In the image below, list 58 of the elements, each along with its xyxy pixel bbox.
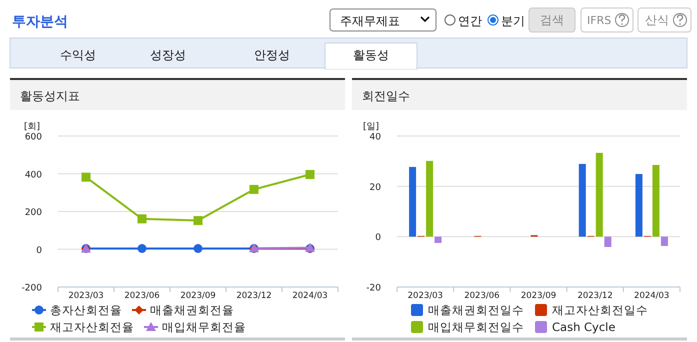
bar	[409, 166, 416, 237]
bar	[652, 164, 660, 237]
text: 연간	[458, 14, 482, 28]
bar	[434, 236, 442, 243]
legend-label: 재고자산회전일수	[552, 303, 648, 317]
text: 산식	[645, 13, 669, 27]
bar	[426, 160, 434, 237]
x-tick-label: 2023/06	[464, 291, 500, 301]
text: 안정성	[254, 48, 290, 62]
text: 주재무제표	[340, 14, 400, 28]
y-axis-title: [일]	[363, 122, 380, 132]
x-tick-label: 2023/09	[180, 291, 216, 301]
text: 분기	[501, 14, 525, 28]
x-tick-label: 2023/12	[577, 291, 613, 301]
text: 투자분석	[12, 14, 68, 30]
x-tick-label: 2023/03	[68, 291, 104, 301]
x-tick-label: 2023/03	[408, 291, 443, 301]
bar	[635, 174, 642, 237]
point	[250, 184, 258, 194]
legend-label: Cash Cycle	[552, 320, 616, 334]
text: IFRS	[587, 14, 612, 27]
legend-label: 총자산회전율	[50, 303, 122, 317]
bar	[578, 164, 586, 237]
y-tick-label: 20	[370, 182, 382, 193]
chart-title: 활동성지표	[20, 89, 80, 103]
point	[138, 244, 146, 253]
point	[138, 214, 146, 224]
x-tick-label: 2024/03	[634, 291, 670, 301]
y-tick-label: 200	[24, 208, 42, 218]
y-tick-label: 0	[375, 233, 382, 244]
legend-label: 재고자산회전율	[50, 320, 134, 334]
bar	[596, 152, 603, 237]
legend-label: 매입채무회전일수	[428, 320, 524, 334]
text: 활동성	[353, 48, 389, 62]
y-axis-title: [회]	[24, 122, 40, 132]
bar	[604, 236, 612, 247]
y-tick-label: -200	[22, 284, 42, 294]
x-tick-label: 2024/03	[292, 291, 328, 301]
text: 검색	[540, 13, 564, 27]
y-tick-label: 400	[24, 170, 42, 180]
x-tick-label: 2023/12	[236, 291, 272, 301]
x-tick-label: 2023/09	[520, 291, 556, 301]
legend-label: 매출채권회전율	[150, 303, 234, 317]
y-tick-label: 600	[24, 132, 42, 142]
text: 성장성	[150, 48, 186, 62]
point	[194, 216, 202, 226]
bar	[660, 236, 668, 246]
legend-label: 매입채무회전율	[162, 320, 246, 334]
x-tick-label: 2023/06	[124, 291, 160, 301]
y-tick-label: 40	[370, 132, 382, 142]
point	[306, 170, 314, 180]
y-tick-label: -20	[366, 284, 382, 294]
point	[194, 244, 202, 253]
text: 수익성	[60, 48, 96, 62]
point	[82, 172, 90, 182]
legend-label: 매출채권회전일수	[428, 303, 524, 317]
y-tick-label: 0	[36, 246, 42, 256]
chart-title: 회전일수	[362, 89, 410, 103]
